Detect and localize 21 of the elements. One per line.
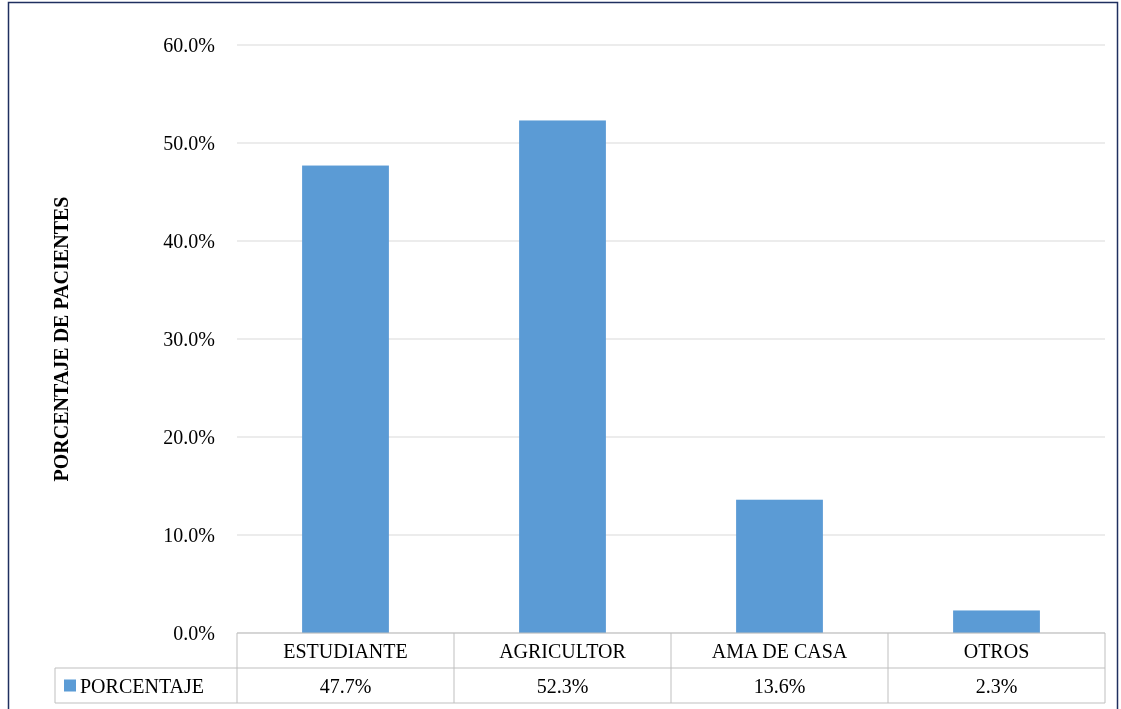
data-label: 52.3% bbox=[536, 674, 589, 697]
y-tick-label: 0.0% bbox=[173, 621, 215, 644]
y-tick-label: 10.0% bbox=[163, 523, 215, 546]
bar bbox=[302, 165, 389, 633]
data-label: 13.6% bbox=[753, 674, 806, 697]
data-label: 47.7% bbox=[319, 674, 372, 697]
x-tick-label: OTROS bbox=[963, 639, 1030, 662]
y-tick-label: 50.0% bbox=[163, 131, 215, 154]
y-tick-label: 40.0% bbox=[163, 229, 215, 252]
bar bbox=[953, 610, 1040, 633]
bar bbox=[736, 499, 823, 633]
y-axis-title: PORCENTAJE DE PACIENTES bbox=[50, 196, 72, 482]
legend-label: PORCENTAJE bbox=[80, 674, 204, 697]
x-tick-label: AGRICULTOR bbox=[499, 639, 627, 662]
x-tick-label: ESTUDIANTE bbox=[283, 639, 408, 662]
y-tick-label: 60.0% bbox=[163, 33, 215, 56]
y-tick-label: 20.0% bbox=[163, 425, 215, 448]
x-tick-label: AMA DE CASA bbox=[711, 639, 848, 662]
bar bbox=[519, 120, 606, 633]
data-label: 2.3% bbox=[975, 674, 1018, 697]
y-tick-label: 30.0% bbox=[163, 327, 215, 350]
